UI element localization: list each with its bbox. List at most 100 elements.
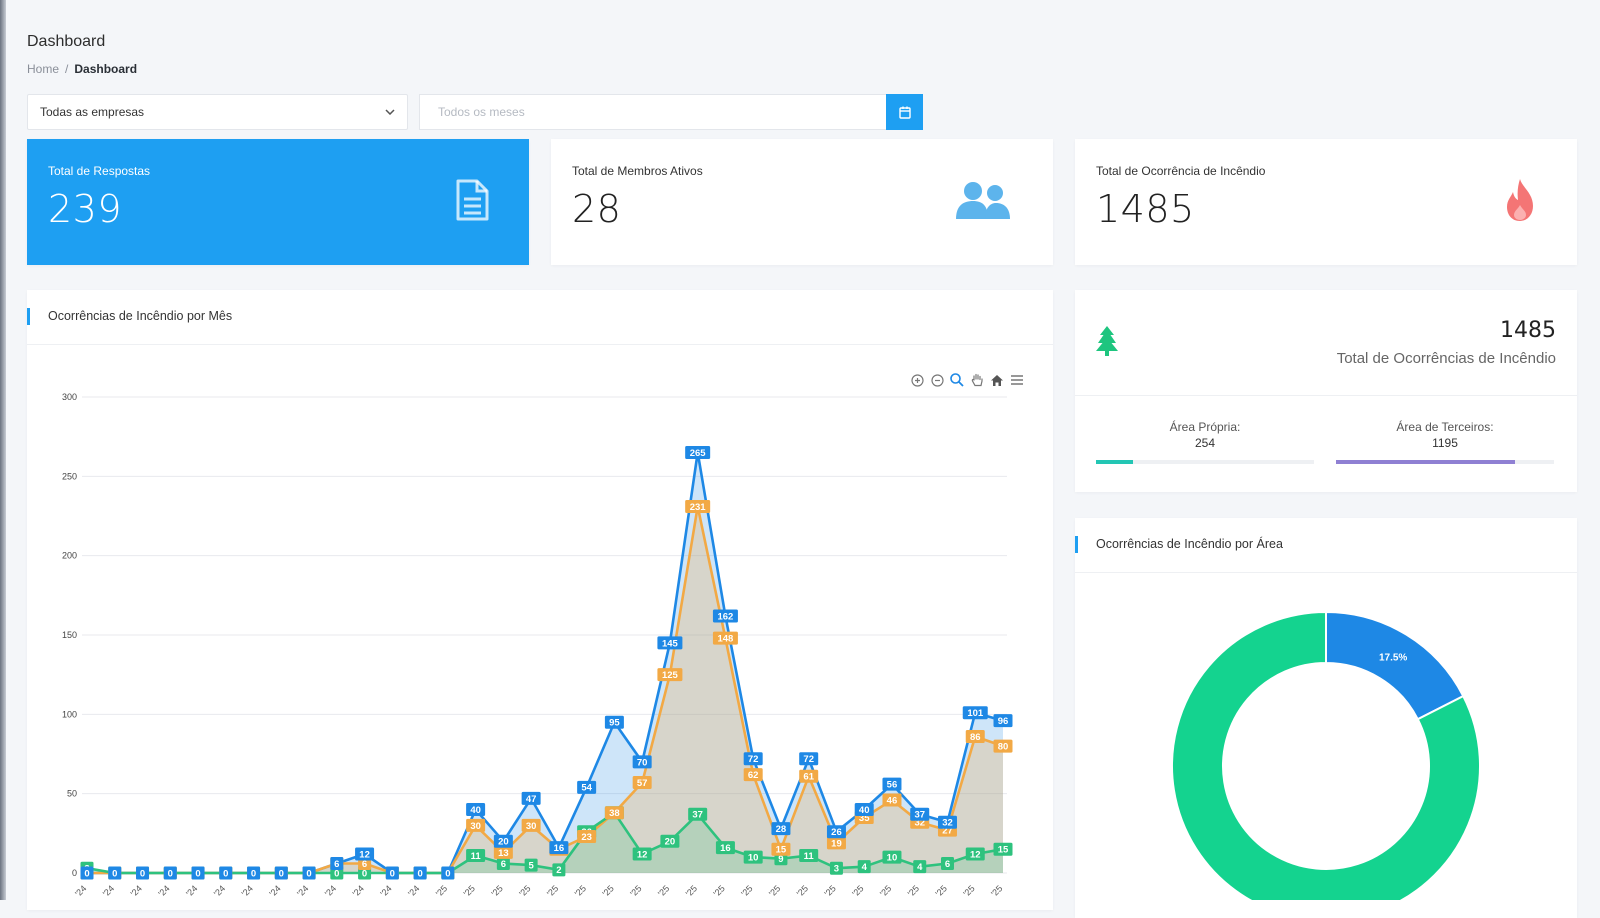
breadcrumb-home-link[interactable]: Home	[27, 62, 60, 76]
data-label: 0	[445, 868, 450, 879]
data-label: 12	[970, 849, 981, 860]
data-label: 4	[862, 862, 868, 873]
data-label: 27	[942, 826, 953, 837]
area-third-party-progress	[1336, 460, 1554, 464]
data-label-box	[302, 866, 316, 880]
data-label-box	[715, 841, 735, 855]
data-label: 6	[501, 859, 506, 870]
data-label: 32	[942, 818, 953, 829]
series-line	[86, 811, 1004, 875]
breadcrumb-separator: /	[65, 62, 69, 76]
data-label: 0	[362, 868, 367, 879]
y-tick-label: 150	[62, 630, 77, 640]
total-occurrences-card: 1485 Total de Ocorrências de Incêndio Ár…	[1075, 290, 1577, 492]
data-label: 148	[717, 634, 733, 645]
data-label-box	[660, 834, 680, 848]
x-tick-label: '25	[934, 883, 949, 898]
calendar-button[interactable]	[886, 94, 923, 130]
data-label: 57	[637, 778, 648, 789]
data-label: 40	[859, 805, 870, 816]
data-label-box	[80, 866, 94, 880]
data-label-box	[521, 791, 541, 805]
title-accent-bar	[27, 308, 30, 325]
data-label-box	[965, 847, 985, 861]
x-tick-label: '24	[351, 883, 366, 898]
data-label-box	[799, 849, 819, 863]
data-label: 30	[526, 821, 537, 832]
donut-chart-header: Ocorrências de Incêndio por Área	[1075, 518, 1577, 573]
data-label: 0	[334, 868, 339, 879]
data-label-box	[657, 636, 683, 650]
data-label: 0	[306, 868, 311, 879]
data-label-box	[219, 866, 233, 880]
company-select[interactable]: Todas as empresas	[27, 94, 408, 130]
data-label-box	[913, 860, 927, 874]
x-tick-label: '24	[378, 883, 393, 898]
month-filter	[419, 94, 923, 130]
x-tick-label: '24	[184, 883, 199, 898]
area-own-progress	[1096, 460, 1314, 464]
data-label-box	[993, 739, 1013, 753]
x-tick-label: '24	[129, 883, 144, 898]
data-label: 86	[970, 732, 981, 743]
data-label: 54	[581, 783, 592, 794]
x-tick-label: '25	[739, 883, 754, 898]
data-label: 95	[609, 718, 620, 729]
area-own-progress-fill	[1096, 460, 1134, 464]
data-label: 0	[195, 868, 200, 879]
zoom-out-icon[interactable]	[929, 372, 945, 388]
stat-card-responses: Total de Respostas 239	[27, 139, 529, 265]
breadcrumb-current: Dashboard	[74, 62, 138, 76]
x-tick-label: '25	[961, 883, 976, 898]
page-title: Dashboard	[27, 33, 106, 50]
x-tick-label: '25	[711, 883, 726, 898]
data-label-box	[632, 776, 652, 790]
data-label: 72	[748, 754, 759, 765]
x-tick-label: '24	[240, 883, 255, 898]
data-label-box	[577, 780, 597, 794]
area-own: Área Própria: 254	[1096, 420, 1314, 450]
x-tick-label: '24	[101, 883, 116, 898]
data-label: 0	[251, 868, 256, 879]
y-tick-label: 300	[62, 392, 77, 402]
data-label: 72	[803, 754, 814, 765]
data-label: 19	[831, 838, 842, 849]
area-third-party: Área de Terceiros: 1195	[1336, 420, 1554, 450]
data-label: 231	[690, 502, 707, 513]
data-label: 80	[998, 741, 1009, 752]
chevron-down-icon	[385, 109, 395, 115]
calendar-icon	[898, 106, 911, 119]
donut-chart-card: Ocorrências de Incêndio por Área 17.5%82…	[1075, 518, 1577, 918]
data-label-box	[962, 706, 988, 720]
data-label: 12	[359, 849, 370, 860]
home-icon[interactable]	[989, 372, 1005, 388]
x-tick-label: '25	[517, 883, 532, 898]
data-label-box	[632, 847, 652, 861]
data-label-box	[712, 609, 738, 623]
month-input[interactable]	[419, 94, 886, 130]
area-own-value: 254	[1194, 436, 1216, 450]
data-label-box	[549, 841, 569, 855]
x-tick-label: '25	[545, 883, 560, 898]
y-tick-label: 250	[62, 471, 77, 481]
donut-slice	[1171, 610, 1481, 900]
fire-occurrences-donut-chart: 17.5%82.5%	[1171, 610, 1481, 900]
x-tick-label: '24	[295, 883, 310, 898]
data-label-box	[743, 752, 763, 766]
document-icon	[455, 179, 489, 226]
data-label: 0	[140, 868, 145, 879]
menu-icon[interactable]	[1009, 372, 1025, 388]
data-label-box	[108, 866, 122, 880]
line-chart-card: Ocorrências de Incêndio por Mês 0 50 100 15…	[27, 290, 1053, 910]
data-label-box	[524, 858, 538, 872]
data-label: 28	[776, 824, 787, 835]
zoom-in-icon[interactable]	[909, 372, 925, 388]
total-occurrences-label: Total de Ocorrências de Incêndio	[1336, 350, 1556, 367]
stat-value: 1485	[1096, 187, 1195, 231]
zoom-select-icon[interactable]	[949, 372, 965, 388]
pan-icon[interactable]	[969, 372, 985, 388]
window-edge	[0, 0, 6, 900]
data-label-box	[965, 730, 985, 744]
data-label: 15	[776, 845, 787, 856]
